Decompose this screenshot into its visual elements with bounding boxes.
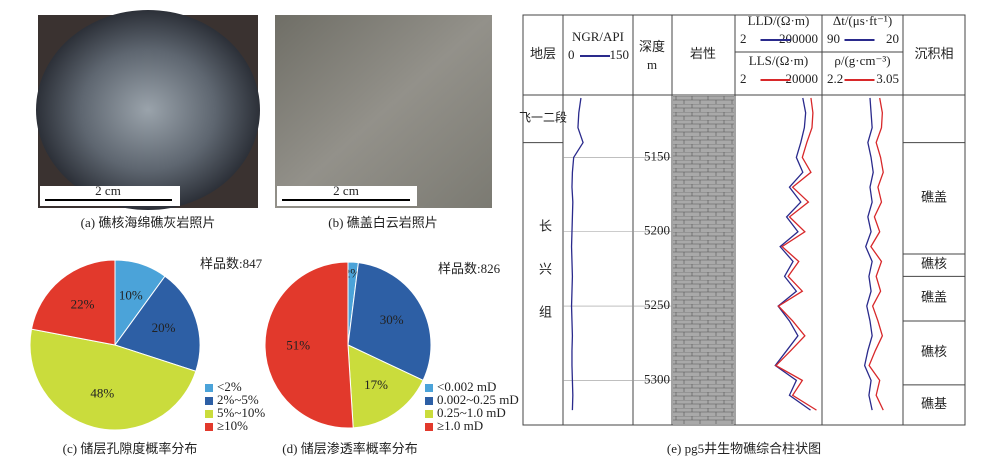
- legend-label: ≥10%: [217, 418, 248, 433]
- scale-label: 2 cm: [333, 183, 359, 198]
- legend-label: 0.25~1.0 mD: [437, 405, 506, 420]
- strata-name: 飞一二段: [519, 110, 567, 125]
- scale-label: 2 cm: [95, 183, 121, 198]
- slice-label: 22%: [71, 297, 95, 312]
- pie-slice: [30, 259, 116, 346]
- scale-min: 90: [827, 31, 840, 46]
- legend-swatch: [205, 397, 213, 405]
- facies-name: 礁盖: [921, 290, 947, 305]
- curve-name: Δt/(μs·ft⁻¹): [833, 13, 892, 28]
- column-header: m: [647, 57, 657, 72]
- curve-name: LLS/(Ω·m): [749, 53, 808, 68]
- legend-swatch: [425, 397, 433, 405]
- legend-swatch: [205, 410, 213, 418]
- scale-min: 2: [740, 31, 747, 46]
- curve-name: ρ/(g·cm⁻³): [834, 53, 890, 68]
- caption: (b) 礁盖白云岩照片: [328, 215, 437, 230]
- facies-name: 礁基: [921, 396, 947, 411]
- sample-count: 样品数:826: [438, 261, 501, 276]
- pie-slice: [347, 344, 424, 429]
- slice-label: 10%: [119, 287, 143, 302]
- scale-min: 2.2: [827, 71, 843, 86]
- log-frame: [522, 14, 966, 426]
- caption: (e) pg5井生物礁综合柱状图: [667, 441, 821, 456]
- scale-max: 20000: [786, 71, 819, 86]
- strata-name: 长兴组: [537, 219, 552, 348]
- column-header: 深度: [639, 39, 665, 54]
- log-curve: [863, 97, 874, 411]
- legend-swatch: [425, 384, 433, 392]
- log-curve: [570, 97, 584, 411]
- slice-label: 51%: [286, 338, 310, 353]
- slice-label: 48%: [90, 385, 114, 400]
- legend-label: <2%: [217, 379, 242, 394]
- legend-swatch: [425, 410, 433, 418]
- sample-count: 样品数:847: [200, 256, 263, 271]
- photo-a: [36, 10, 260, 210]
- legend-label: 2%~5%: [217, 392, 259, 407]
- pie-slice: [114, 275, 201, 372]
- column-header: 地层: [530, 46, 556, 61]
- pie-slice: [347, 262, 432, 382]
- scale-max: 3.05: [876, 71, 899, 86]
- facies-name: 礁核: [921, 256, 947, 271]
- caption: (d) 储层渗透率概率分布: [282, 441, 417, 456]
- log-curve: [774, 97, 811, 411]
- legend-label: ≥1.0 mD: [437, 418, 483, 433]
- facies-name: 礁盖: [921, 189, 947, 204]
- scale-min: 0: [568, 47, 575, 62]
- depth-label: 5200: [644, 223, 670, 238]
- scale-max: 20: [886, 31, 899, 46]
- slice-label: 30%: [380, 312, 404, 327]
- scale-max: 200000: [779, 31, 818, 46]
- slice-label: 20%: [152, 320, 176, 335]
- legend-swatch: [205, 423, 213, 431]
- slice-label: 17%: [364, 377, 388, 392]
- curve-name: LLD/(Ω·m): [748, 13, 810, 28]
- legend-label: 0.002~0.25 mD: [437, 392, 519, 407]
- pie-slice: [29, 328, 197, 431]
- depth-label: 5300: [644, 371, 670, 386]
- scale-max: 150: [610, 47, 630, 62]
- legend-label: <0.002 mD: [437, 379, 496, 394]
- caption: (c) 储层孔隙度概率分布: [63, 441, 198, 456]
- legend-swatch: [205, 384, 213, 392]
- log-curve: [774, 97, 817, 411]
- legend-label: 5%~10%: [217, 405, 265, 420]
- legend-swatch: [425, 423, 433, 431]
- curve-name: NGR/API: [572, 29, 624, 44]
- column-header: 岩性: [690, 46, 716, 61]
- column-header: 沉积相: [914, 46, 953, 61]
- depth-label: 5150: [644, 148, 670, 163]
- pie-slice: [264, 261, 354, 429]
- caption: (a) 礁核海绵礁灰岩照片: [81, 215, 216, 230]
- lithology: [673, 96, 734, 424]
- photo-b: [275, 15, 492, 208]
- depth-label: 5250: [644, 297, 670, 312]
- facies-name: 礁核: [921, 344, 947, 359]
- log-curve: [868, 97, 884, 411]
- scale-min: 2: [740, 71, 747, 86]
